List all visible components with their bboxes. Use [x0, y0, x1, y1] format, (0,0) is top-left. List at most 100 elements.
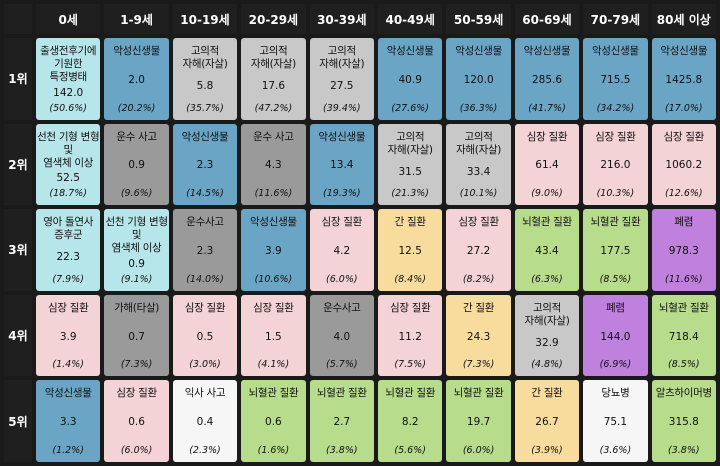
death-rate-value: 0.6	[128, 416, 145, 429]
cause-name: 악성신생물	[181, 130, 229, 143]
death-cause-cell: 고의적 자해(자살) 5.8 (35.7%)	[172, 38, 238, 120]
death-cause-cell: 악성신생물 3.9 (10.6%)	[241, 209, 306, 291]
death-cause-cell: 악성신생물 2.0 (20.2%)	[104, 38, 169, 120]
share-percent: (3.6%)	[599, 444, 632, 456]
share-percent: (8.4%)	[394, 273, 426, 285]
death-cause-cell: 심장 질환 11.2 (7.5%)	[378, 294, 443, 377]
cause-name: 간 질환	[531, 387, 563, 400]
death-cause-cell: 심장 질환 27.2 (8.2%)	[446, 209, 511, 291]
cause-name: 악성신생물	[318, 130, 366, 143]
age-group-header: 10-19세	[172, 4, 238, 34]
cause-name: 고의적 자해(자살)	[319, 45, 365, 70]
share-percent: (41.7%)	[528, 102, 566, 114]
share-percent: (14.0%)	[186, 273, 224, 285]
death-cause-cell: 폐렴 144.0 (6.9%)	[583, 294, 648, 377]
cause-name: 폐렴	[606, 301, 625, 314]
death-rate-value: 27.2	[466, 244, 491, 257]
cause-name: 심장 질환	[595, 130, 636, 143]
death-rate-value: 1060.2	[665, 159, 703, 172]
cause-name: 고의적 자해(자살)	[387, 130, 433, 156]
cause-name: 심장 질환	[663, 130, 705, 143]
share-percent: (20.2%)	[117, 102, 156, 114]
cause-name: 익사 사고	[184, 387, 226, 400]
death-rate-value: 3.9	[265, 244, 282, 257]
death-cause-cell: 악성신생물 3.3 (1.2%)	[36, 380, 101, 462]
age-group-header: 50-59세	[446, 4, 511, 34]
death-cause-cell: 출생전후기에 기원한 특정병태 142.0 (50.6%)	[36, 38, 101, 120]
death-cause-cell: 심장 질환 0.6 (6.0%)	[104, 380, 169, 462]
death-cause-cell: 뇌혈관 질환 43.4 (6.3%)	[514, 209, 580, 291]
death-rate-value: 1425.8	[665, 73, 703, 86]
share-percent: (7.9%)	[52, 273, 84, 285]
death-rate-value: 0.5	[196, 330, 214, 343]
death-rate-value: 24.3	[466, 330, 491, 343]
age-group-header: 0세	[36, 4, 101, 34]
death-cause-cell: 운수 사고 4.3 (11.6%)	[241, 123, 306, 206]
death-cause-cell: 뇌혈관 질환 2.7 (3.8%)	[309, 380, 374, 462]
cause-name: 심장 질환	[253, 301, 294, 314]
death-cause-cell: 심장 질환 1.5 (4.1%)	[241, 294, 306, 377]
share-percent: (50.6%)	[49, 102, 87, 114]
cause-name: 악성신생물	[523, 45, 571, 57]
rank-label: 3위	[4, 209, 32, 291]
cause-name: 악성신생물	[386, 45, 434, 57]
share-percent: (39.4%)	[323, 102, 361, 114]
share-percent: (14.5%)	[186, 188, 224, 200]
death-rate-value: 177.5	[600, 244, 631, 257]
share-percent: (19.3%)	[323, 188, 361, 200]
cause-name: 운수 사고	[253, 130, 294, 143]
share-percent: (8.5%)	[599, 273, 632, 285]
age-group-header: 60-69세	[514, 4, 580, 34]
death-rate-value: 978.3	[668, 244, 699, 257]
cause-name: 폐렴	[674, 216, 694, 229]
cause-name: 악성신생물	[660, 45, 708, 57]
cause-name: 간 질환	[394, 216, 426, 229]
death-rate-value: 315.8	[668, 416, 699, 429]
cause-name: 뇌혈관 질환	[316, 387, 367, 400]
death-rate-value: 52.5	[56, 172, 80, 185]
death-rate-value: 13.4	[330, 159, 354, 172]
death-rate-value: 26.7	[535, 416, 559, 429]
cause-name: 운수사고	[323, 301, 361, 314]
death-cause-cell: 운수사고 2.3 (14.0%)	[172, 209, 238, 291]
death-cause-cell: 간 질환 24.3 (7.3%)	[446, 294, 511, 377]
age-group-header: 80세 이상	[651, 4, 716, 34]
cause-name: 심장 질환	[184, 301, 226, 314]
death-rate-value: 144.0	[600, 330, 631, 343]
death-rate-value: 75.1	[603, 416, 628, 429]
cause-name: 뇌혈관 질환	[453, 387, 504, 400]
share-percent: (47.2%)	[254, 102, 293, 114]
age-group-header: 70-79세	[583, 4, 648, 34]
death-cause-cell: 악성신생물 285.6 (41.7%)	[514, 38, 580, 120]
death-rate-value: 4.0	[333, 330, 351, 343]
death-cause-cell: 심장 질환 1060.2 (12.6%)	[651, 123, 716, 206]
death-cause-cell: 뇌혈관 질환 177.5 (8.5%)	[583, 209, 648, 291]
death-cause-cell: 악성신생물 715.5 (34.2%)	[583, 38, 648, 120]
share-percent: (7.3%)	[462, 359, 495, 371]
death-cause-cell: 뇌혈관 질환 0.6 (1.6%)	[241, 380, 306, 462]
share-percent: (7.3%)	[120, 359, 153, 371]
share-percent: (2.3%)	[189, 444, 221, 456]
cause-name: 고의적 자해(자살)	[250, 45, 296, 70]
death-cause-cell: 익사 사고 0.4 (2.3%)	[172, 380, 238, 462]
cause-name: 심장 질환	[389, 301, 431, 314]
cause-name: 선천 기형 변형 및 염색체 이상	[105, 216, 168, 255]
death-rate-value: 2.0	[128, 73, 145, 86]
death-cause-cell: 심장 질환 0.5 (3.0%)	[172, 294, 238, 377]
cause-name: 운수사고	[186, 216, 224, 229]
share-percent: (21.3%)	[391, 188, 429, 200]
death-rate-value: 0.4	[196, 416, 214, 429]
death-cause-cell: 악성신생물 1425.8 (17.0%)	[651, 38, 716, 120]
death-rate-value: 0.9	[128, 257, 145, 270]
cause-name: 심장 질환	[458, 216, 499, 229]
share-percent: (10.6%)	[254, 273, 293, 285]
share-percent: (36.3%)	[459, 102, 498, 114]
cause-name: 뇌혈관 질환	[248, 387, 299, 400]
share-percent: (27.6%)	[391, 102, 429, 114]
rank-label: 2위	[4, 123, 32, 206]
share-percent: (3.8%)	[668, 444, 700, 456]
death-rate-value: 2.3	[196, 159, 214, 172]
cause-name: 심장 질환	[47, 301, 89, 314]
cause-name: 악성신생물	[249, 216, 297, 229]
